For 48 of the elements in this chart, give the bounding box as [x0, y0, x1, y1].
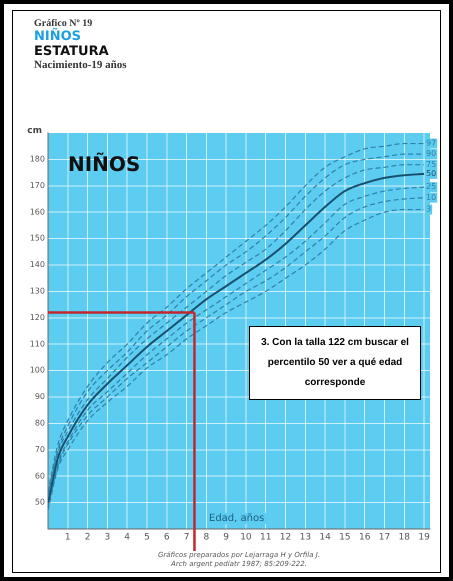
x-tick-label: 19: [418, 532, 430, 543]
x-tick-label: 16: [358, 532, 371, 543]
y-tick-label: 50: [34, 498, 45, 507]
text: Nacimiento-19 años: [34, 59, 127, 71]
y-axis-title: cm: [27, 126, 42, 136]
x-tick-label: 9: [223, 532, 230, 543]
note-box: 3. Con la talla 122 cm buscar el percentilo 50 ver a qué edad corresponde: [249, 326, 421, 400]
x-axis-title: Edad, años: [207, 513, 266, 524]
x-tick-label: 2: [84, 532, 90, 543]
series-label: 25: [426, 182, 436, 192]
y-tick-label: 130: [30, 286, 45, 296]
y-tick-label: 110: [30, 339, 45, 348]
y-tick-label: 90: [34, 392, 45, 402]
x-tick-label: 11: [260, 532, 272, 543]
y-tick-label: 100: [30, 366, 45, 375]
series-label: 10: [426, 192, 436, 202]
annotation: NIÑOS: [68, 152, 140, 176]
y-tick-label: 180: [30, 154, 45, 164]
x-tick-label: 14: [319, 532, 332, 543]
x-tick-label: 13: [300, 532, 312, 543]
x-tick-label: 12: [280, 532, 292, 543]
y-tick-label: 140: [30, 260, 45, 270]
x-tick-label: 10: [240, 532, 252, 543]
y-tick-label: 80: [34, 418, 45, 428]
series-label: 75: [426, 160, 436, 169]
text: ESTATURA: [34, 44, 110, 59]
x-tick-label: 17: [378, 532, 390, 543]
x-tick-label: 4: [124, 532, 130, 543]
chart-subtitle: NIÑOS: [34, 29, 82, 44]
x-tick-label: 6: [164, 532, 170, 543]
x-tick-label: 7: [184, 532, 190, 543]
x-tick-label: 8: [203, 532, 210, 543]
series-label: 90: [426, 149, 436, 158]
y-tick-label: 70: [34, 444, 45, 454]
y-tick-label: 150: [30, 234, 45, 243]
y-tick-label: 60: [34, 471, 45, 480]
series-label: 3: [426, 204, 432, 214]
x-tick-label: 18: [398, 532, 410, 543]
x-tick-label: 1: [64, 532, 71, 543]
y-tick-label: 170: [30, 180, 45, 190]
chart-title: Gráfico Nº 19: [34, 18, 94, 29]
series-label: 50: [426, 169, 436, 178]
x-tick-label: 3: [104, 532, 110, 543]
y-tick-label: 160: [30, 207, 45, 216]
x-tick-label: 15: [339, 532, 351, 543]
x-tick-label: 5: [144, 532, 150, 543]
y-tick-label: 120: [30, 312, 45, 322]
series-label: 97: [426, 138, 436, 148]
